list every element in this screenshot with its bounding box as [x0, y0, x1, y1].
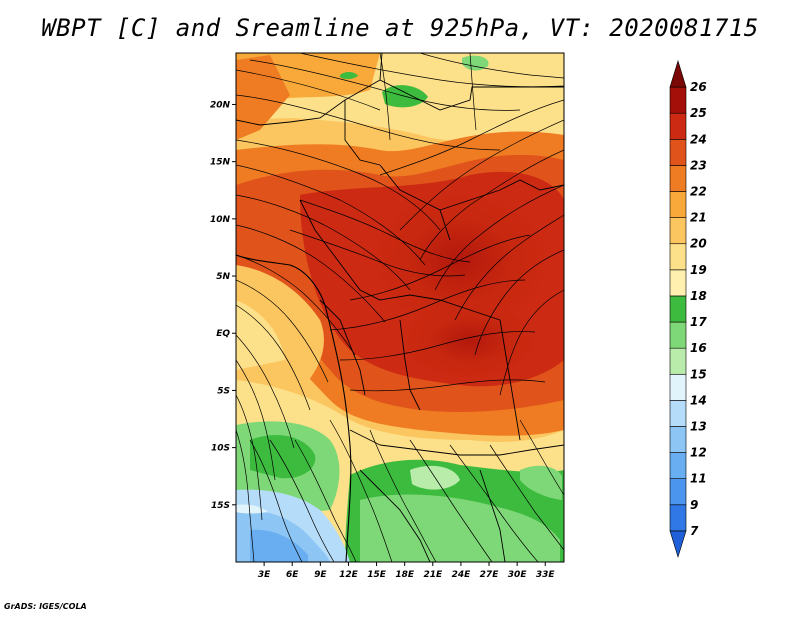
lat-tick-label: 10N [210, 215, 231, 225]
lon-tick-label: 27E [480, 570, 500, 580]
colorbar-label: 16 [690, 341, 707, 355]
colorbar-label: 11 [690, 472, 707, 486]
colorbar-label: 25 [690, 106, 707, 120]
colorbar-swatch [669, 295, 687, 323]
colorbar-swatch [669, 530, 687, 559]
latitude-axis: 20N 15N 10N 5N EQ 5S 10S 15S [210, 100, 236, 511]
colorbar-label: 15 [690, 367, 707, 381]
colorbar-swatch [669, 373, 687, 401]
colorbar-swatch [669, 139, 687, 166]
lon-tick-label: 9E [314, 570, 327, 580]
colorbar-label: 22 [690, 185, 707, 199]
longitude-axis: 3E 6E 9E 12E 15E 18E 21E 24E 27E 30E 33E [258, 562, 556, 580]
map-frame [235, 52, 565, 563]
country-borders [236, 53, 564, 562]
colorbar-swatch [669, 243, 687, 271]
colorbar-swatch [669, 86, 687, 114]
lon-tick-label: 18E [395, 570, 415, 580]
temperature-field [236, 53, 564, 562]
colorbar-label: 26 [690, 80, 707, 94]
lon-tick-label: 30E [508, 570, 528, 580]
lat-tick-label: EQ [216, 329, 230, 339]
colorbar-swatch [669, 59, 687, 88]
lon-tick-label: 15E [367, 570, 387, 580]
colorbar-swatch [669, 217, 687, 245]
colorbar-label: 19 [690, 263, 707, 277]
colorbar-swatch [669, 426, 687, 453]
colorbar-label: 7 [690, 524, 699, 538]
colorbar-label: 14 [690, 393, 707, 407]
lon-tick-label: 12E [339, 570, 359, 580]
lon-tick-label: 33E [536, 570, 556, 580]
colorbar-swatch [669, 321, 687, 349]
lat-tick-label: 15S [211, 501, 230, 511]
colorbar-label: 13 [690, 419, 707, 433]
colorbar-swatch [669, 504, 687, 532]
colorbar-label: 24 [690, 132, 707, 146]
lon-tick-label: 24E [452, 570, 472, 580]
colorbar-swatch [669, 400, 687, 427]
colorbar-swatch [669, 347, 687, 375]
lat-tick-label: 20N [210, 100, 231, 110]
colorbar-label: 21 [690, 211, 707, 225]
lon-tick-label: 3E [258, 570, 271, 580]
colorbar-label: 12 [690, 446, 707, 460]
lat-tick-label: 5N [216, 272, 230, 282]
colorbar-swatch [669, 112, 687, 140]
footer-credit: GrADS: IGES/COLA [4, 602, 87, 611]
colorbar-label: 20 [690, 237, 707, 251]
map-title: WBPT [C] and Sreamline at 925hPa, VT: 20… [41, 14, 759, 42]
colorbar-label: 9 [690, 498, 698, 512]
lat-tick-label: 10S [211, 444, 230, 454]
colorbar-label: 17 [690, 315, 707, 329]
colorbar-swatch [669, 269, 687, 297]
lat-tick-label: 5S [217, 386, 230, 396]
colorbar-swatch [669, 191, 687, 218]
colorbar-swatch [669, 478, 687, 506]
colorbar-swatch [669, 452, 687, 479]
colorbar: 7 9 11 12 13 14 15 16 17 18 19 20 21 22 23 24 25 26 [669, 59, 707, 559]
streamlines [236, 53, 564, 562]
colorbar-label: 18 [690, 289, 707, 303]
lon-tick-label: 6E [286, 570, 299, 580]
lat-tick-label: 15N [210, 158, 231, 168]
colorbar-label: 23 [690, 158, 707, 172]
lon-tick-label: 21E [423, 570, 443, 580]
colorbar-swatch [669, 165, 687, 192]
